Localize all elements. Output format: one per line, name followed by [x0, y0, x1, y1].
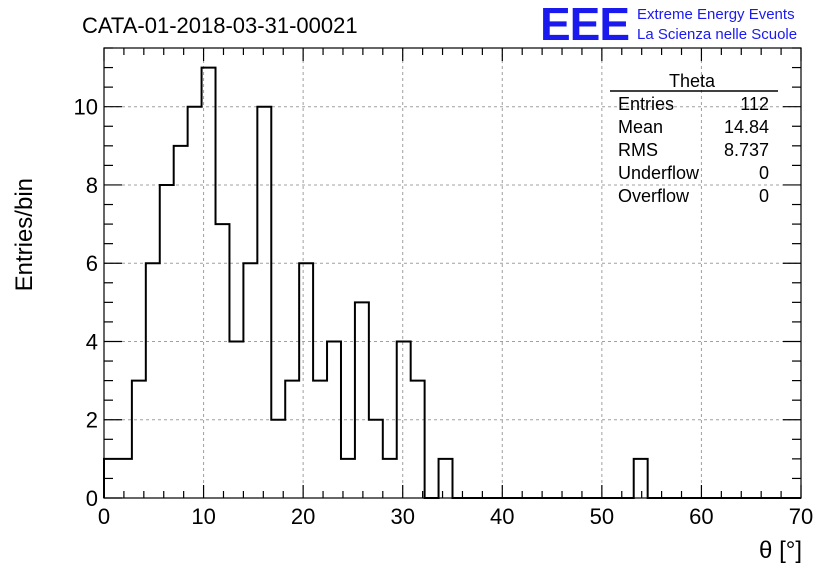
x-tick-label: 50 [590, 504, 614, 529]
histogram-bin [355, 302, 369, 498]
stats-label-mean: Mean [618, 117, 663, 137]
histogram-bin [257, 107, 271, 498]
histogram-bin [243, 263, 257, 498]
histogram-bin [369, 420, 383, 498]
y-tick-label: 0 [86, 486, 98, 511]
histogram-bin [383, 459, 397, 498]
chart-title: CATA-01-2018-03-31-00021 [82, 13, 358, 38]
x-tick-label: 70 [789, 504, 813, 529]
axis-ticks [103, 47, 802, 499]
y-axis-label: Entries/bin [11, 178, 38, 291]
histogram-bin [299, 263, 313, 498]
stats-title: Theta [669, 71, 716, 91]
logo-line-1: Extreme Energy Events [637, 6, 795, 23]
stats-value-underflow: 0 [759, 163, 769, 183]
x-axis-label: θ [°] [759, 537, 802, 564]
stats-value-entries: 112 [740, 94, 769, 114]
stats-label-entries: Entries [618, 94, 674, 114]
x-tick-label: 30 [390, 504, 414, 529]
y-tick-label: 4 [86, 329, 98, 354]
stats-value-mean: 14.84 [724, 117, 769, 137]
x-tick-label: 60 [689, 504, 713, 529]
stats-label-rms: RMS [618, 140, 658, 160]
plot-frame [103, 47, 802, 499]
grid [104, 48, 801, 498]
histogram-bin [634, 459, 648, 498]
logo-line-2: La Scienza nelle Scuole [637, 26, 797, 43]
y-tick-label: 6 [86, 251, 98, 276]
tick-labels: 0 10 20 30 40 50 60 70 0 2 4 6 8 10 [74, 95, 814, 529]
histogram-bin [216, 224, 230, 498]
histogram-bin [439, 459, 453, 498]
histogram-bin [285, 381, 299, 498]
histogram-bin [118, 459, 132, 498]
histogram-bars [103, 66, 801, 499]
eee-logo: EEE Extreme Energy Events La Scienza nel… [540, 0, 797, 50]
x-tick-label: 10 [191, 504, 215, 529]
stats-box: Theta Entries 112 Mean 14.84 RMS 8.737 U… [610, 71, 778, 206]
x-tick-label: 40 [490, 504, 514, 529]
x-tick-label: 0 [98, 504, 110, 529]
stats-label-underflow: Underflow [618, 163, 700, 183]
histogram-bin [313, 381, 327, 498]
histogram-bin [146, 263, 160, 498]
histogram-bin [188, 107, 202, 498]
stats-value-rms: 8.737 [724, 140, 769, 160]
histogram-bin [132, 381, 146, 498]
stats-value-overflow: 0 [759, 186, 769, 206]
stats-label-overflow: Overflow [618, 186, 690, 206]
y-tick-label: 10 [74, 95, 98, 120]
x-tick-label: 20 [291, 504, 315, 529]
y-tick-label: 2 [86, 408, 98, 433]
histogram-bin [411, 381, 425, 498]
histogram-bin [271, 420, 285, 498]
logo-letters: EEE [540, 0, 629, 50]
histogram-outline [103, 66, 801, 499]
histogram-bin [174, 146, 188, 498]
y-tick-label: 8 [86, 173, 98, 198]
